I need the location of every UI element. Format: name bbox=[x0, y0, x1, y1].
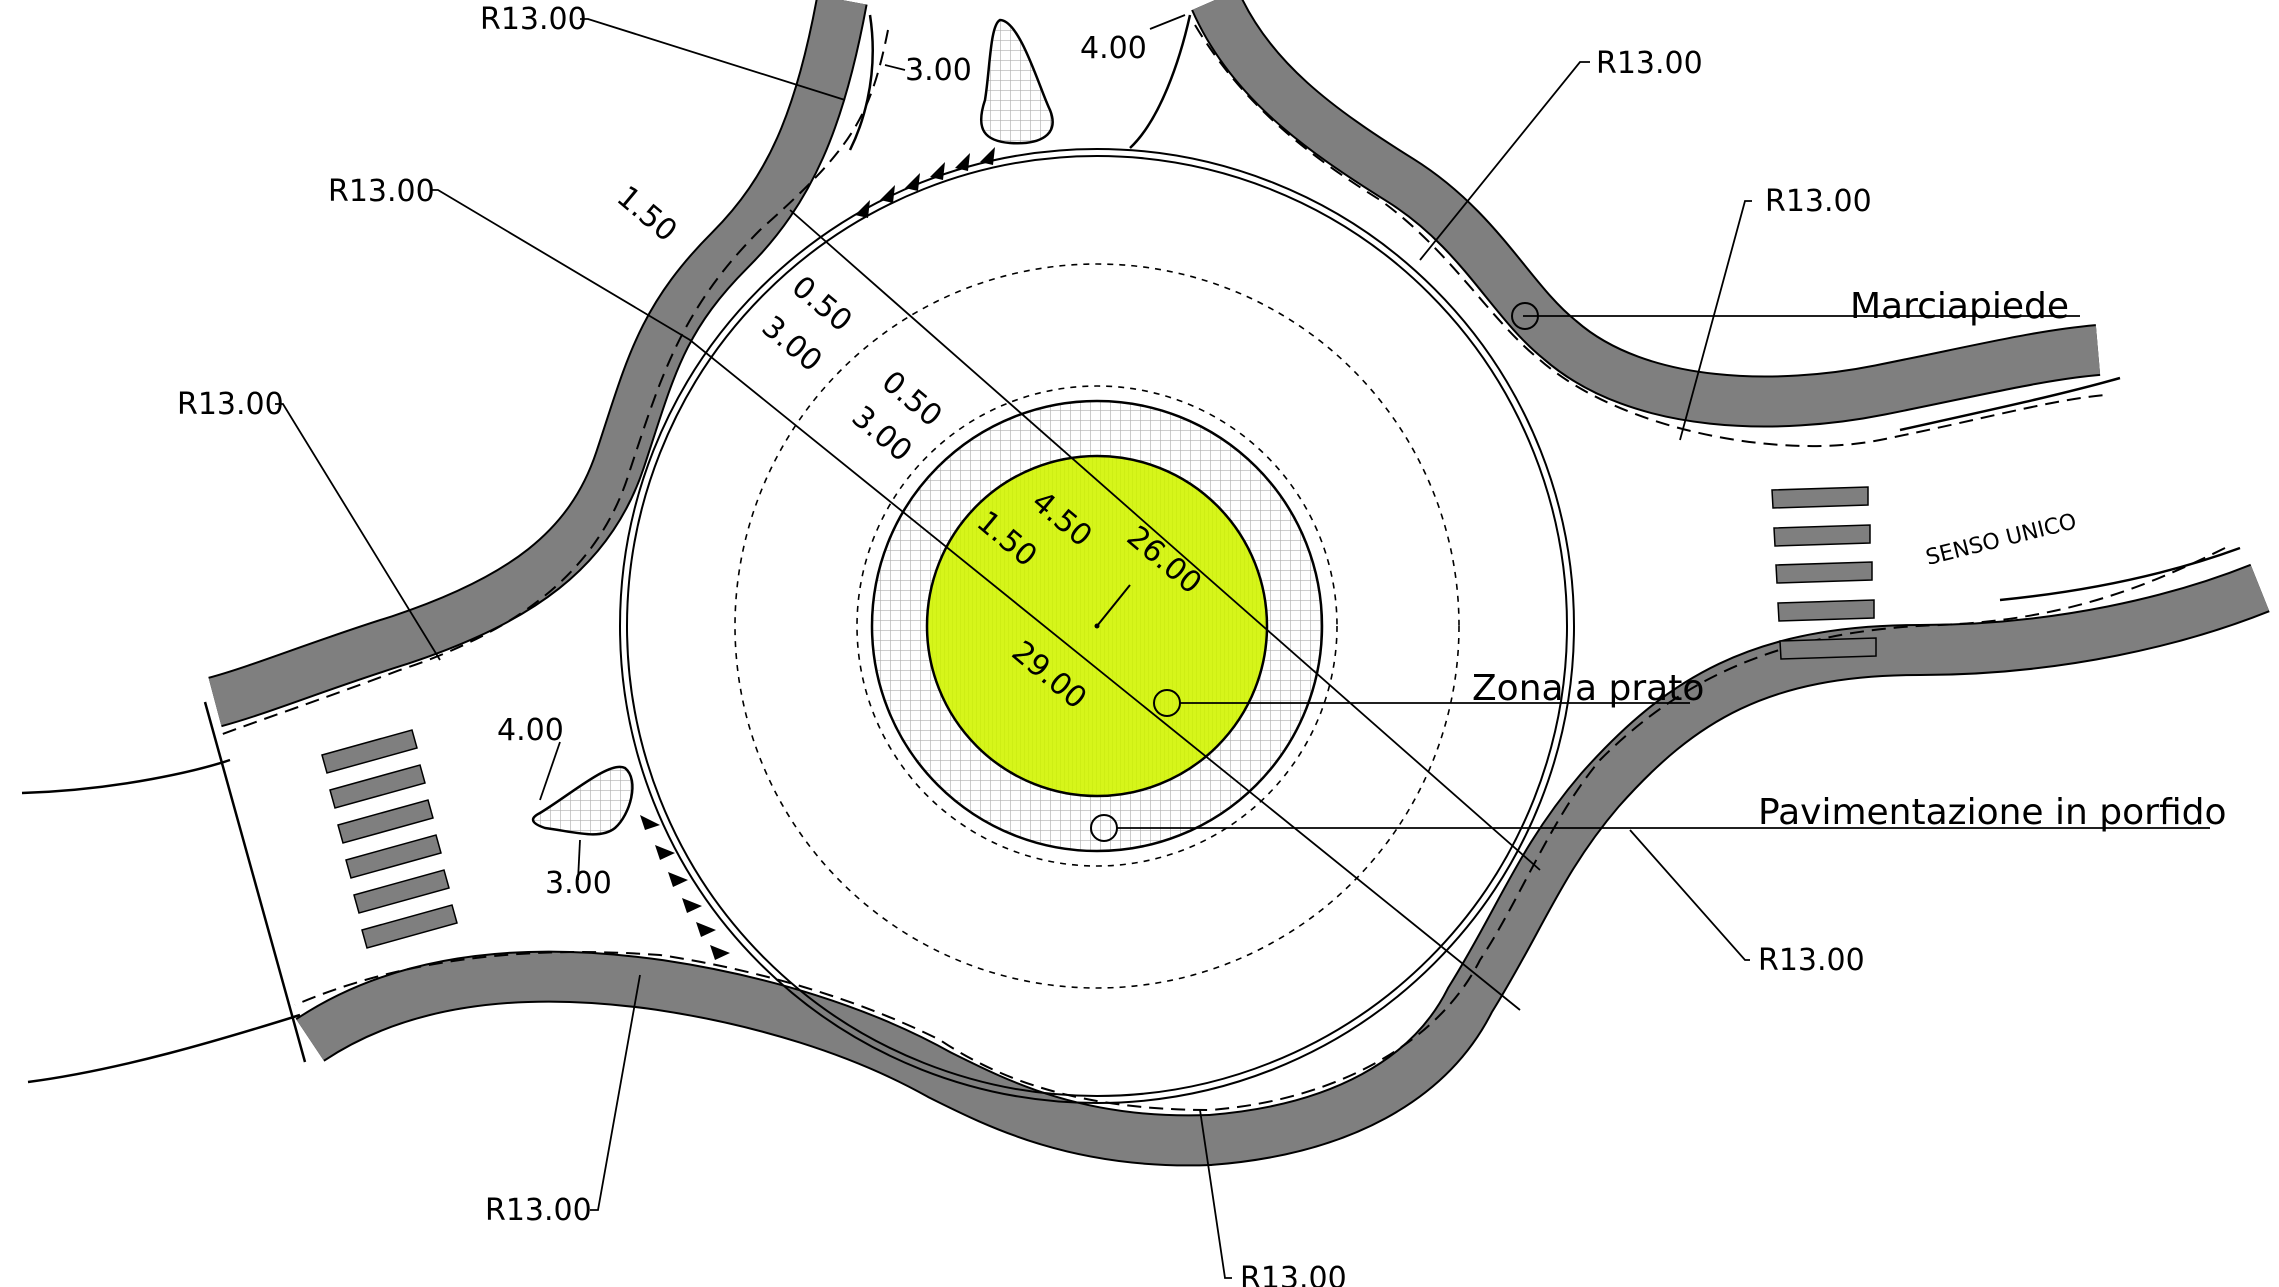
dim-island-left-length: 4.00 bbox=[497, 713, 564, 748]
leader-lines bbox=[275, 14, 2210, 1279]
dim-island-top-left: 3.00 bbox=[905, 53, 972, 88]
crosswalk-left bbox=[321, 729, 458, 949]
road-edges bbox=[21, 14, 2241, 1084]
radius-label: R13.00 bbox=[177, 387, 284, 422]
island-left bbox=[531, 765, 634, 836]
yield-marks-left bbox=[640, 815, 730, 960]
dim-radial-1: 1.50 bbox=[610, 179, 684, 249]
dim-island-left-width: 3.00 bbox=[545, 866, 612, 901]
radius-label: R13.00 bbox=[1240, 1261, 1347, 1287]
callout-sidewalk: Marciapiede bbox=[1850, 286, 2069, 327]
dim-island-top-right: 4.00 bbox=[1080, 31, 1147, 66]
radius-label: R13.00 bbox=[485, 1193, 592, 1228]
yield-marks-top bbox=[855, 147, 995, 218]
radius-label: R13.00 bbox=[1596, 46, 1703, 81]
radius-label: R13.00 bbox=[480, 2, 587, 37]
splitter-islands bbox=[531, 18, 1054, 836]
radius-label: R13.00 bbox=[1765, 184, 1872, 219]
sidewalk-bands bbox=[208, 0, 2270, 1167]
island-top bbox=[979, 18, 1054, 145]
callout-grass: Zona a prato bbox=[1472, 668, 1704, 709]
lane-dashes bbox=[219, 24, 2226, 1112]
crosswalk-right bbox=[1771, 486, 1877, 660]
radius-label: R13.00 bbox=[328, 174, 435, 209]
callout-porphyry: Pavimentazione in porfido bbox=[1758, 792, 2227, 833]
outer-ring bbox=[619, 148, 1575, 1104]
radius-label: R13.00 bbox=[1758, 943, 1865, 978]
inner-dashed-ring bbox=[856, 385, 1338, 867]
roundabout-circles bbox=[619, 148, 1575, 1104]
one-way-label: SENSO UNICO bbox=[1923, 509, 2079, 571]
outer-dashed-ring bbox=[734, 263, 1460, 989]
radius-labels: R13.00 R13.00 R13.00 R13.00 R13.00 R13.0… bbox=[177, 2, 1872, 1287]
